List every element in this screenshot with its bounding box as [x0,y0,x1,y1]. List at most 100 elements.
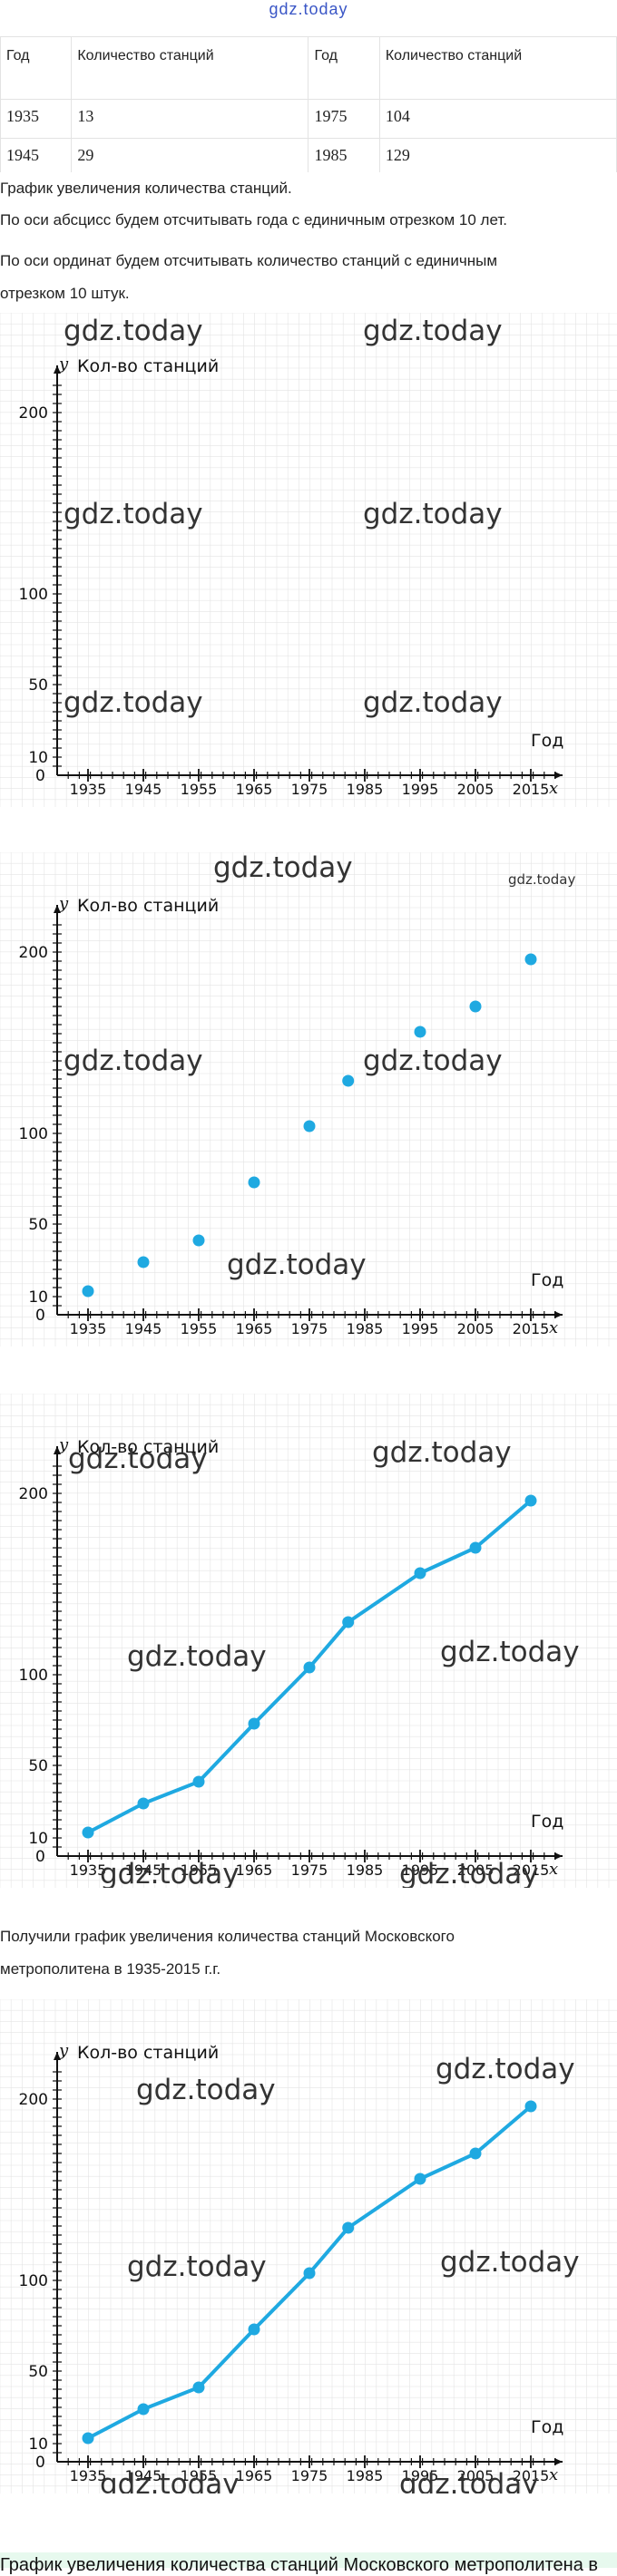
data-point [414,1026,426,1038]
x-tick-label: 1935 [70,1320,107,1337]
data-point [469,1541,482,1554]
data-point [303,1120,316,1132]
data-point [248,2323,260,2336]
x-tick-label: 1965 [236,781,273,798]
origin-label: 0 [35,767,45,785]
x-tick-label: 2005 [457,2467,495,2484]
y-tick-label: 50 [28,676,48,695]
origin-label: 0 [35,2454,45,2472]
x-axis-label: Год [531,1812,563,1832]
header-count-1: Количество станций [71,36,309,100]
y-tick-label: 100 [19,1125,48,1143]
watermark: gdz.today [136,2074,276,2106]
table-header-row: Год Количество станций Год Количество ст… [0,36,617,100]
watermark: gdz.today [64,686,203,719]
watermark: gdz.today [127,2250,267,2283]
x-axis-letter: x [549,1318,558,1337]
data-point [342,2221,355,2234]
paragraph-y-axis-line2: отрезком 10 штук. [0,285,130,302]
final-answer-box: График увеличения количества станций Мос… [0,2552,617,2575]
watermark: gdz.today [363,315,503,347]
x-tick-label: 1945 [125,1320,162,1337]
site-logo[interactable]: gdz.today [269,0,348,18]
chart-1-empty-axes: y Кол-во станций x Год 010 50 100 200 1935 1945 19… [0,313,617,807]
y-tick-label: 200 [19,2091,48,2109]
watermark: gdz.today [213,852,353,884]
paragraph-graph-intro: График увеличения количества станций. [0,180,292,197]
watermark: gdz.today [363,686,503,719]
x-tick-label: 1965 [236,1862,273,1879]
data-point [192,1234,205,1247]
x-axis-arrow [554,1311,563,1318]
x-axis-arrow [554,772,563,779]
y-axis-letter: y [58,1435,69,1454]
table-cell: 1985 [308,138,380,172]
data-point [82,1826,94,1839]
y-axis-arrow [54,365,61,374]
table-row: 1945 29 1985 129 [0,138,617,172]
y-axis-label: Кол-во станций [77,1437,219,1457]
y-axis-label: Кол-во станций [77,896,219,916]
data-point [524,953,537,966]
chart-grid [0,852,617,1346]
x-axis-letter: x [549,1860,558,1879]
chart-grid [0,1394,617,1888]
data-point [192,1775,205,1788]
data-point [524,1494,537,1507]
x-tick-label: 2015 [513,2467,550,2484]
watermark: gdz.today [399,2468,539,2493]
chart-4-line: y Кол-во станций x Год 010 50 100 200 1935 1945 19… [0,1999,617,2493]
y-tick-label: 50 [28,2363,48,2381]
x-tick-label: 1965 [236,1320,273,1337]
x-tick-label: 2005 [457,1320,495,1337]
paragraph-result-line1: Получили график увеличения количества ст… [0,1928,455,1945]
watermark: gdz.today [100,1858,240,1888]
x-tick-label: 1975 [291,781,328,798]
x-tick-label: 1955 [181,1862,218,1879]
data-point [82,2432,94,2445]
y-axis-arrow [54,1446,61,1454]
watermark: gdz.today [127,1640,267,1673]
data-point [192,2381,205,2394]
y-tick-label: 100 [19,586,48,604]
table-row: 1935 13 1975 104 [0,99,617,139]
table-cell: 1935 [0,99,73,139]
x-axis-arrow [554,1852,563,1860]
data-point [414,2173,426,2185]
stations-table: Год Количество станций Год Количество ст… [0,36,617,172]
x-tick-label: 2015 [513,1862,550,1879]
header-year-2: Год [308,36,380,100]
x-axis-label: Год [531,731,563,751]
origin-label: 0 [35,1307,45,1325]
x-tick-label: 2015 [513,781,550,798]
y-axis-label: Кол-во станций [77,2043,219,2063]
table-cell: 104 [378,99,617,139]
y-tick-label: 200 [19,1485,48,1503]
x-tick-label: 1995 [402,2467,439,2484]
x-axis-arrow [554,2458,563,2465]
y-tick-label: 200 [19,944,48,962]
x-tick-label: 1975 [291,1862,328,1879]
paragraph-y-axis-line1: По оси ординат будем отсчитывать количес… [0,252,498,269]
watermark: gdz.today [68,1443,208,1475]
data-point [137,2403,150,2416]
x-axis-label: Год [531,2417,563,2437]
x-axis-letter: x [549,2465,558,2484]
watermark: gdz.today [363,1045,503,1077]
data-point [303,1661,316,1674]
data-point [342,1616,355,1628]
x-tick-label: 1955 [181,781,218,798]
y-tick-label: 200 [19,404,48,423]
table-cell: 129 [378,138,617,172]
chart-grid [0,313,617,807]
origin-label: 0 [35,1848,45,1866]
x-tick-label: 1935 [70,1862,107,1879]
x-tick-label: 1995 [402,781,439,798]
y-tick-label: 10 [28,2435,48,2454]
x-tick-label: 1945 [125,1862,162,1879]
x-tick-label: 1945 [125,781,162,798]
data-point [82,1285,94,1298]
table-cell: 1975 [308,99,380,139]
y-tick-label: 100 [19,1667,48,1685]
data-point [248,1176,260,1189]
